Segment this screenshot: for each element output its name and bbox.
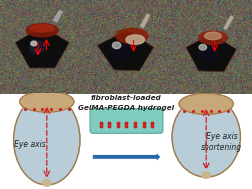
Polygon shape bbox=[139, 13, 150, 28]
Ellipse shape bbox=[29, 41, 45, 54]
Ellipse shape bbox=[171, 97, 239, 177]
Ellipse shape bbox=[125, 35, 144, 44]
Ellipse shape bbox=[112, 42, 120, 49]
Polygon shape bbox=[222, 15, 233, 30]
Ellipse shape bbox=[112, 43, 131, 59]
Ellipse shape bbox=[201, 172, 210, 178]
Ellipse shape bbox=[20, 91, 74, 112]
Polygon shape bbox=[52, 9, 63, 23]
Ellipse shape bbox=[204, 32, 220, 40]
Text: Eye axis
shortening: Eye axis shortening bbox=[200, 132, 241, 152]
Polygon shape bbox=[15, 26, 69, 68]
Ellipse shape bbox=[14, 94, 80, 185]
Ellipse shape bbox=[178, 93, 232, 114]
Polygon shape bbox=[185, 34, 236, 72]
Ellipse shape bbox=[197, 45, 217, 60]
Ellipse shape bbox=[198, 44, 206, 50]
Ellipse shape bbox=[26, 24, 58, 37]
Ellipse shape bbox=[198, 31, 226, 44]
Text: GelMA-PEGDA hydrogel: GelMA-PEGDA hydrogel bbox=[78, 105, 174, 111]
Text: Eye axis: Eye axis bbox=[14, 140, 46, 149]
Ellipse shape bbox=[30, 25, 54, 32]
Polygon shape bbox=[97, 30, 153, 71]
FancyBboxPatch shape bbox=[90, 109, 162, 133]
Text: fibroblast-loaded: fibroblast-loaded bbox=[91, 95, 161, 101]
Ellipse shape bbox=[115, 28, 147, 43]
Ellipse shape bbox=[31, 41, 37, 46]
Ellipse shape bbox=[42, 180, 51, 186]
